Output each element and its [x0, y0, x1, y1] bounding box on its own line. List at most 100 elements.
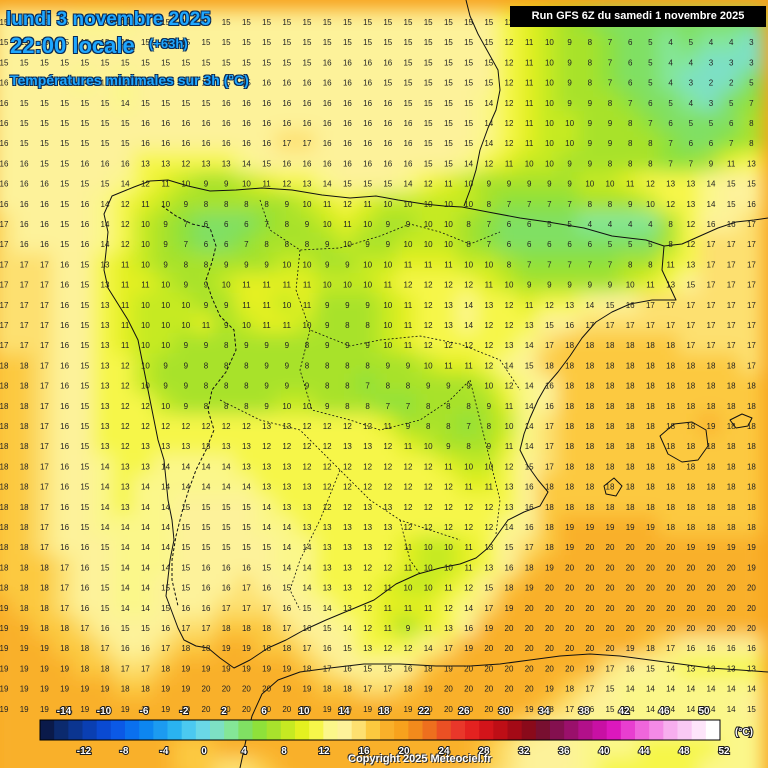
color-cell	[133, 696, 158, 721]
color-cell	[517, 676, 542, 701]
color-cell	[375, 656, 400, 681]
color-cell	[436, 514, 461, 540]
color-cell	[113, 151, 138, 176]
color-cell	[416, 696, 441, 721]
color-cell	[335, 191, 360, 216]
color-cell	[274, 393, 299, 418]
grid-value: 18	[747, 462, 756, 471]
color-cell	[517, 575, 542, 600]
grid-value: 15	[181, 79, 190, 88]
grid-value: 18	[626, 462, 635, 471]
grid-value: 16	[161, 139, 170, 148]
color-cell	[315, 535, 340, 560]
grid-value: 9	[628, 200, 633, 209]
grid-value: 16	[60, 503, 69, 512]
grid-value: 7	[567, 260, 572, 269]
color-cell	[416, 676, 441, 701]
color-cell	[638, 373, 663, 398]
north-africa-coastline	[239, 653, 768, 768]
grid-value: 16	[40, 220, 49, 229]
color-cell	[658, 30, 683, 55]
grid-value: 12	[444, 341, 453, 350]
color-cell	[395, 211, 421, 237]
grid-value: 16	[626, 664, 635, 673]
color-cell	[658, 353, 683, 378]
color-cell	[678, 656, 703, 681]
grid-value: 19	[242, 644, 251, 653]
grid-value: 17	[202, 624, 211, 633]
legend-bottom-tick: 48	[678, 746, 690, 757]
grid-value: 20	[262, 685, 271, 694]
color-cell	[92, 312, 118, 338]
legend-swatch	[380, 720, 395, 740]
grid-value: 16	[60, 361, 69, 370]
grid-value: 14	[141, 483, 150, 492]
legend-swatch	[181, 720, 197, 740]
color-cell	[274, 272, 299, 297]
color-cell	[113, 696, 138, 721]
color-cell	[496, 232, 522, 257]
grid-value: 7	[365, 382, 370, 391]
color-cell	[12, 575, 37, 600]
color-cell	[274, 191, 299, 216]
color-cell	[335, 9, 360, 35]
grid-value: 12	[505, 321, 514, 330]
color-cell	[72, 535, 97, 560]
legend-swatch	[436, 720, 452, 740]
grid-value: 18	[0, 422, 9, 431]
grid-value: 15	[80, 361, 89, 370]
legend-swatch	[550, 720, 565, 740]
color-cell	[92, 595, 118, 620]
grid-value: 18	[747, 503, 756, 512]
grid-value: 6	[244, 220, 249, 229]
grid-value: 9	[184, 361, 189, 370]
grid-value: 20	[666, 584, 675, 593]
grid-value: 11	[464, 543, 473, 552]
color-cell	[678, 353, 703, 378]
color-cell	[274, 131, 299, 156]
color-cell	[476, 90, 501, 115]
grid-value: 11	[121, 321, 130, 330]
grid-value: 7	[628, 99, 633, 108]
color-cell	[597, 232, 623, 257]
legend-bottom-tick: 32	[518, 746, 530, 757]
color-cell	[517, 110, 542, 136]
color-cell	[153, 757, 178, 768]
color-cell	[113, 514, 138, 540]
legend-top-tick: -10	[97, 706, 112, 717]
legend-swatch	[691, 720, 707, 740]
grid-value: 7	[648, 119, 653, 128]
color-cell	[658, 171, 683, 196]
grid-value: 18	[343, 685, 352, 694]
color-cell	[638, 676, 663, 701]
grid-value: 20	[444, 705, 453, 714]
grid-value: 12	[343, 483, 352, 492]
grid-value: 7	[749, 99, 754, 108]
grid-value: 17	[0, 301, 9, 310]
color-cell	[456, 393, 481, 418]
grid-value: 9	[507, 180, 512, 189]
color-cell	[72, 373, 97, 398]
color-cell	[0, 232, 17, 257]
color-cell	[294, 110, 320, 136]
grid-value: 16	[20, 159, 29, 168]
legend-top-tick: -6	[140, 706, 149, 717]
color-cell	[113, 292, 138, 317]
color-cell	[416, 636, 441, 661]
color-cell	[294, 232, 320, 257]
color-cell	[577, 676, 602, 701]
grid-value: 13	[303, 180, 312, 189]
grid-value: 13	[686, 200, 695, 209]
grid-value: 19	[141, 705, 150, 714]
color-cell	[133, 575, 158, 600]
grid-value: 8	[749, 139, 754, 148]
color-cell	[113, 70, 138, 95]
grid-value: 7	[527, 200, 532, 209]
grid-value: 5	[648, 58, 653, 67]
grid-value: 14	[80, 79, 89, 88]
color-cell	[52, 575, 77, 600]
color-cell	[52, 151, 77, 176]
grid-value: 15	[80, 483, 89, 492]
color-cell	[214, 131, 239, 156]
grid-value: 4	[709, 38, 714, 47]
